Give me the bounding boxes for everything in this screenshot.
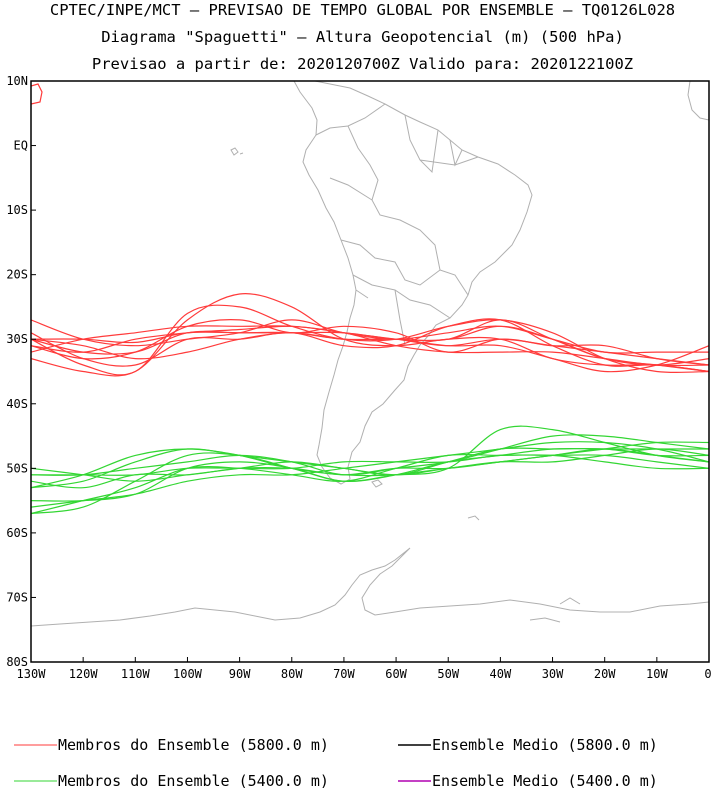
lat-tick-label: 70S	[6, 590, 28, 604]
south-georgia	[467, 515, 480, 521]
title-line-3: Previsao a partir de: 2020120700Z Valido…	[91, 55, 634, 73]
lon-tick-label: 80W	[281, 667, 303, 681]
member-5800-line-10	[31, 319, 709, 373]
lon-tick-label: 70W	[333, 667, 355, 681]
legend-label-members-5400: Membros do Ensemble (5400.0 m)	[58, 772, 329, 790]
lon-tick-label: 20W	[594, 667, 616, 681]
member-5800-line-7	[31, 319, 709, 354]
lon-tick-label: 60W	[385, 667, 407, 681]
africa-coastline	[687, 81, 709, 121]
lat-tick-label: 50S	[6, 461, 28, 475]
lat-tick-label: EQ	[14, 139, 28, 153]
lat-tick-label: 60S	[6, 526, 28, 540]
lon-tick-label: 50W	[437, 667, 459, 681]
member-5800-line-6	[31, 293, 709, 377]
title-line-1: CPTEC/INPE/MCT – PREVISAO DE TEMPO GLOBA…	[49, 1, 676, 19]
member-5400-line-9	[31, 453, 709, 515]
red-fragment	[31, 83, 43, 105]
member-5400-line-10	[31, 454, 709, 476]
galapagos-islands	[230, 147, 244, 156]
members-5800-layer	[31, 293, 709, 377]
lon-tick-label: 90W	[229, 667, 251, 681]
legend-label-members-5800: Membros do Ensemble (5800.0 m)	[58, 736, 329, 754]
title-line-2: Diagrama "Spaguetti" – Altura Geopotenci…	[101, 28, 624, 46]
lon-tick-label: 10W	[646, 667, 668, 681]
lat-tick-label: 10N	[6, 74, 28, 88]
member-5400-line-1	[31, 425, 709, 489]
lat-tick-label: 80S	[6, 655, 28, 669]
lat-tick-label: 40S	[6, 397, 28, 411]
member-5800-line-5	[31, 318, 709, 373]
antarctic-islands	[529, 597, 581, 623]
lon-tick-label: 130W	[17, 667, 47, 681]
legend-label-mean-5800: Ensemble Medio (5800.0 m)	[432, 736, 658, 754]
member-5400-line-8	[31, 448, 709, 489]
legend-label-mean-5400: Ensemble Medio (5400.0 m)	[432, 772, 658, 790]
lat-tick-label: 10S	[6, 203, 28, 217]
lon-tick-label: 0	[704, 667, 711, 681]
lon-tick-label: 100W	[173, 667, 203, 681]
country-borders	[315, 103, 479, 346]
lon-tick-label: 120W	[69, 667, 99, 681]
coastline-layer	[31, 81, 709, 627]
lon-tick-label: 110W	[121, 667, 151, 681]
map-frame	[30, 80, 710, 663]
members-5400-layer	[31, 425, 709, 515]
legend: Membros do Ensemble (5800.0 m) Ensemble …	[14, 736, 658, 790]
south-america-coastline	[293, 81, 533, 485]
member-5400-line-7	[31, 441, 709, 508]
lon-tick-label: 40W	[490, 667, 512, 681]
lon-tick-label: 30W	[542, 667, 564, 681]
lat-tick-label: 30S	[6, 332, 28, 346]
antarctica-coastline	[31, 547, 709, 627]
latitude-axis: 10N EQ 10S 20S 30S 40S 50S 60S 70S 80S	[6, 74, 36, 669]
longitude-axis: 130W 120W 110W 100W 90W 80W 70W 60W 50W 40W 30W 20W…	[17, 657, 712, 681]
falkland-islands	[371, 479, 383, 488]
lat-tick-label: 20S	[6, 268, 28, 282]
